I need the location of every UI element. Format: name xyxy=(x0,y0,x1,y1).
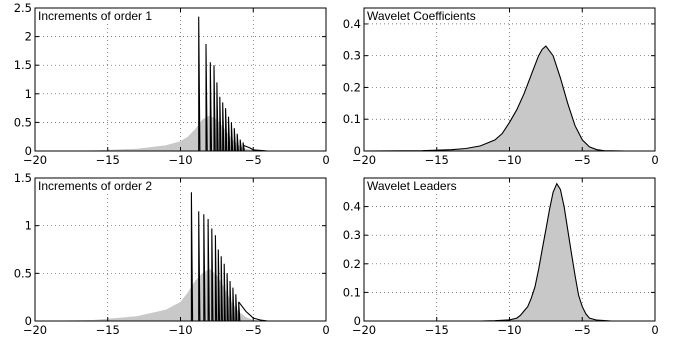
axes-frame xyxy=(34,7,327,152)
y-tick-label: 0.5 xyxy=(14,115,32,129)
x-tick-label: −15 xyxy=(96,153,120,167)
density-area xyxy=(35,268,283,321)
panel-title-bg xyxy=(364,178,461,194)
y-tick-label: 0 xyxy=(354,144,361,158)
x-tick-label: −20 xyxy=(23,323,47,337)
y-tick-label: 1 xyxy=(25,219,32,233)
panel-1: −20 −15 −10 −5 0 0 0.5 1 1.5 2 2.5 Increments of or… xyxy=(14,1,330,167)
density-area xyxy=(364,183,655,321)
panel-title-bg xyxy=(364,8,480,24)
panel-title: Increments of order 1 xyxy=(38,9,152,23)
x-tick-label: −15 xyxy=(96,323,120,337)
x-tick-label: −5 xyxy=(574,153,591,167)
x-tick-label: −20 xyxy=(23,153,47,167)
x-tick-label: −5 xyxy=(245,323,262,337)
x-tick-label: −10 xyxy=(168,323,192,337)
tail-line xyxy=(242,144,326,152)
panel-2: −20 −15 −10 −5 0 0 0.1 0.2 0.3 0.4 Wavelet Coeffic… xyxy=(343,7,659,167)
axes-frame xyxy=(34,177,327,322)
x-tick-label: 0 xyxy=(651,153,658,167)
x-tick-label: −20 xyxy=(352,153,376,167)
y-tick-label: 1 xyxy=(25,87,32,101)
x-tick-label: 0 xyxy=(322,153,329,167)
panel-title-bg xyxy=(35,8,156,24)
x-tick-label: −10 xyxy=(497,153,521,167)
panel-title: Wavelet Coefficients xyxy=(367,9,476,23)
panel-title: Increments of order 2 xyxy=(38,179,152,193)
spike-series xyxy=(198,16,326,152)
panel-3: −20 −15 −10 −5 0 0 0.5 1 1.5 Increments of order … xyxy=(14,171,330,337)
y-tick-label: 0.4 xyxy=(343,200,361,214)
y-tick-label: 0 xyxy=(25,144,32,158)
y-tick-label: 1.5 xyxy=(14,171,32,185)
spike-series xyxy=(190,192,326,322)
y-tick-label: 0.2 xyxy=(343,80,361,94)
density-line xyxy=(364,182,655,322)
y-tick-label: 0.5 xyxy=(14,266,32,280)
x-tick-label: −15 xyxy=(425,323,449,337)
density-area xyxy=(364,46,655,151)
y-tick-label: 0.4 xyxy=(343,17,361,31)
x-tick-label: 0 xyxy=(322,323,329,337)
density-line xyxy=(363,45,655,152)
y-tick-label: 1.5 xyxy=(14,58,32,72)
y-tick-label: 0.3 xyxy=(343,49,361,63)
y-tick-label: 0.1 xyxy=(343,112,361,126)
y-tick-label: 0.3 xyxy=(343,228,361,242)
x-tick-label: −15 xyxy=(425,153,449,167)
spike-line xyxy=(190,192,241,322)
x-tick-label: −5 xyxy=(574,323,591,337)
panel-title: Wavelet Leaders xyxy=(367,179,457,193)
panel-4: −20 −15 −10 −5 0 0 0.1 0.2 0.3 0.4 Wavelet Leaders xyxy=(343,177,659,337)
tail-line xyxy=(238,301,326,322)
y-tick-label: 2 xyxy=(25,30,32,44)
x-tick-label: 0 xyxy=(651,323,658,337)
y-tick-label: 0.2 xyxy=(343,257,361,271)
x-tick-label: −10 xyxy=(168,153,192,167)
y-tick-label: 2.5 xyxy=(14,1,32,15)
y-tick-label: 0 xyxy=(354,314,361,328)
x-tick-label: −10 xyxy=(497,323,521,337)
y-tick-label: 0.1 xyxy=(343,285,361,299)
y-tick-label: 0 xyxy=(25,314,32,328)
axes-frame xyxy=(363,177,656,322)
x-tick-label: −20 xyxy=(352,323,376,337)
x-tick-label: −5 xyxy=(245,153,262,167)
panel-title-bg xyxy=(35,178,156,194)
